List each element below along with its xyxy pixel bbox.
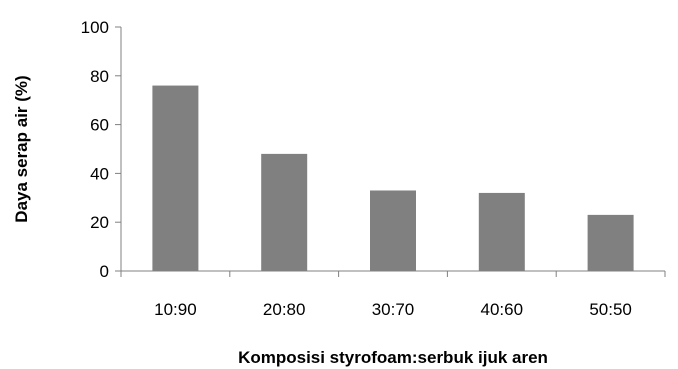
y-tick-label: 20 <box>90 213 109 232</box>
x-tick-label: 20:80 <box>263 300 306 319</box>
y-tick-label: 40 <box>90 164 109 183</box>
x-tick-label: 40:60 <box>481 300 524 319</box>
bar-30-70 <box>370 190 416 271</box>
x-tick-label: 10:90 <box>154 300 197 319</box>
bar-40-60 <box>479 193 525 271</box>
x-tick-label: 50:50 <box>589 300 632 319</box>
y-tick-label: 80 <box>90 67 109 86</box>
x-tick-label: 30:70 <box>372 300 415 319</box>
x-axis-ticks: 10:90 20:80 30:70 40:60 50:50 <box>121 271 665 319</box>
bar-50-50 <box>588 215 634 271</box>
bar-20-80 <box>261 154 307 271</box>
x-axis-title: Komposisi styrofoam:serbuk ijuk aren <box>238 348 548 367</box>
y-tick-label: 100 <box>81 18 109 37</box>
y-tick-label: 60 <box>90 116 109 135</box>
bars <box>152 86 633 271</box>
y-tick-label: 0 <box>100 262 109 281</box>
bar-10-90 <box>152 86 198 271</box>
y-axis-ticks: 0 20 40 60 80 100 <box>81 18 121 281</box>
y-axis-title: Daya serap air (%) <box>12 75 31 222</box>
